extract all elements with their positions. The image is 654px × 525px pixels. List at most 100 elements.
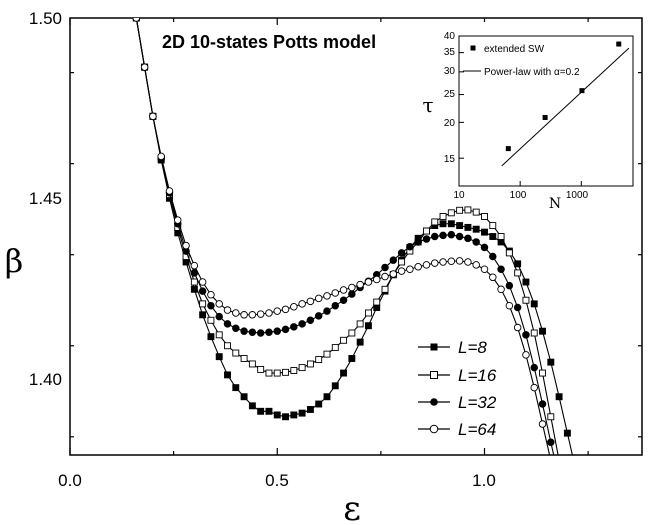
data-point	[547, 413, 555, 421]
data-point	[240, 327, 248, 335]
data-point	[215, 331, 223, 339]
data-point	[556, 490, 563, 497]
inset-y-tick-label-1: 20	[444, 118, 456, 129]
data-point	[373, 298, 381, 306]
data-point	[547, 438, 555, 447]
y-axis-title: β	[5, 242, 24, 280]
data-point	[348, 283, 356, 292]
data-point	[505, 281, 514, 290]
data-point	[522, 296, 530, 304]
legend-entry-l64: L=64	[418, 420, 496, 439]
legend-label-l16: L=16	[458, 366, 497, 385]
inset-y-tick-label-0: 15	[444, 154, 456, 165]
data-point	[282, 413, 289, 421]
data-point	[381, 272, 389, 281]
legend-marker-l16	[430, 371, 438, 379]
x-axis-title: ε	[343, 489, 361, 525]
inset-y-tick-label-5: 40	[444, 31, 456, 42]
inset-axis-ticks	[458, 35, 582, 186]
data-point	[240, 355, 248, 362]
data-point	[190, 261, 199, 270]
data-point	[505, 249, 513, 257]
y-tick-label-0: 1.40	[29, 370, 62, 389]
data-point	[281, 325, 290, 334]
legend: L=8 L=16 L=32 L=64	[418, 338, 497, 439]
data-point	[182, 241, 190, 250]
inset-y-tick-label-4: 35	[444, 47, 456, 58]
data-point	[547, 358, 555, 366]
data-point	[257, 407, 265, 415]
data-point	[389, 256, 398, 264]
legend-label-l8: L=8	[458, 338, 487, 357]
data-point	[423, 227, 430, 235]
data-point	[464, 206, 472, 214]
data-point	[447, 209, 455, 217]
data-point	[174, 216, 182, 224]
data-point	[323, 393, 331, 401]
data-point	[513, 323, 522, 332]
data-point	[364, 322, 372, 330]
inset-data-point	[542, 114, 548, 120]
data-point	[298, 320, 306, 328]
data-point	[389, 270, 398, 278]
data-point	[281, 305, 290, 314]
data-point	[514, 260, 522, 268]
main-axis-ticks	[69, 18, 642, 455]
data-point	[265, 309, 273, 317]
data-point	[481, 213, 488, 220]
data-point	[556, 457, 562, 463]
inset-powerlaw-line	[501, 47, 630, 167]
inset-x-tick-label-1: 100	[510, 190, 527, 201]
data-point	[248, 311, 257, 319]
x-tick-label-2: 1.0	[472, 471, 496, 490]
legend-label-l32: L=32	[458, 393, 497, 412]
data-point	[207, 333, 215, 341]
data-point	[306, 406, 314, 413]
data-point	[538, 400, 547, 408]
series-4	[132, 18, 563, 497]
data-point	[331, 344, 339, 352]
data-point	[257, 365, 265, 373]
data-point	[190, 278, 198, 286]
data-point	[514, 269, 522, 277]
inset-x-tick-label-0: 10	[453, 190, 465, 201]
data-point	[489, 222, 497, 230]
data-point	[372, 275, 381, 284]
data-point	[431, 218, 439, 226]
inset-y-tick-label-3: 30	[444, 66, 456, 77]
data-point	[555, 393, 563, 401]
legend-marker-l64	[429, 424, 439, 434]
data-point	[406, 242, 414, 251]
data-point	[397, 267, 406, 275]
data-point	[422, 235, 431, 243]
data-point	[323, 350, 331, 358]
data-point	[447, 220, 455, 228]
legend-marker-l8	[430, 343, 438, 351]
data-point	[256, 329, 265, 337]
data-point	[340, 336, 348, 344]
legend-entry-l16: L=16	[418, 366, 497, 385]
data-point	[439, 258, 447, 266]
data-point	[132, 18, 141, 22]
data-point	[381, 263, 389, 272]
data-point	[207, 291, 215, 299]
data-point	[447, 230, 456, 239]
data-point	[256, 310, 265, 318]
data-point	[439, 213, 447, 220]
data-point	[165, 187, 174, 195]
data-point	[240, 311, 248, 319]
data-point	[340, 369, 348, 377]
data-point	[497, 233, 505, 240]
data-point	[480, 265, 489, 274]
inset-legend: extended SW Power-law with α=0.2	[463, 44, 580, 78]
data-point	[207, 301, 215, 310]
data-point	[397, 249, 406, 257]
data-point	[232, 324, 240, 333]
x-tick-label-1: 0.5	[265, 471, 289, 490]
data-point	[414, 238, 422, 246]
data-point	[439, 220, 447, 228]
data-point	[273, 411, 281, 419]
data-point	[564, 506, 571, 513]
data-point	[149, 112, 157, 121]
data-point	[232, 384, 240, 392]
